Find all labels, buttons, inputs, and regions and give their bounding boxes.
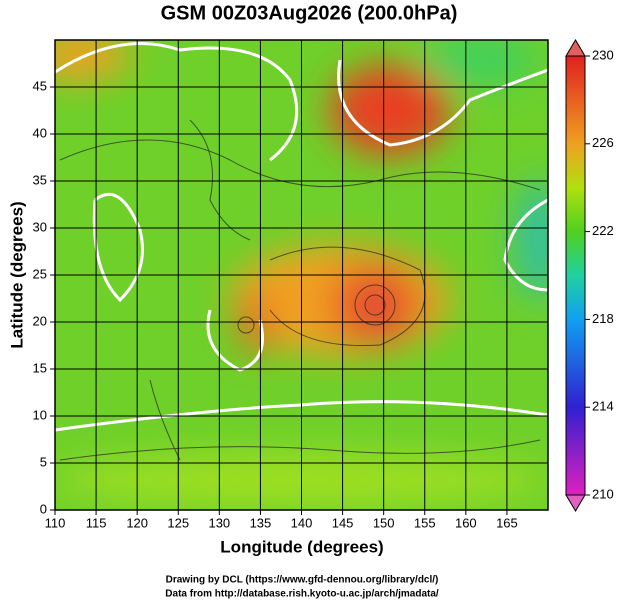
colorbar-ticks: 210 214 218 222 226 230 xyxy=(585,47,614,501)
colorbar-tick-label: 218 xyxy=(592,311,614,326)
y-tick-label: 25 xyxy=(33,266,47,281)
x-tick-label: 155 xyxy=(414,515,436,530)
y-tick-label: 10 xyxy=(33,407,47,422)
x-tick-label: 130 xyxy=(208,515,230,530)
y-tick-label: 0 xyxy=(40,501,47,516)
y-tick-label: 20 xyxy=(33,313,47,328)
x-tick-label: 115 xyxy=(86,515,107,530)
colorbar-tick-label: 214 xyxy=(592,399,614,414)
map-title: GSM 00Z03Aug2026 (200.0hPa) xyxy=(161,2,458,24)
x-tick-label: 150 xyxy=(373,515,395,530)
colorbar-max-arrow xyxy=(565,39,586,57)
x-tick-label: 165 xyxy=(496,515,518,530)
field xyxy=(55,40,548,510)
y-tick-label: 30 xyxy=(33,219,47,234)
colorbar-min-arrow xyxy=(565,494,586,512)
colorbar-tick-label: 222 xyxy=(592,223,614,238)
y-tick-label: 15 xyxy=(33,360,47,375)
x-tick-label: 160 xyxy=(455,515,477,530)
x-tick-label: 145 xyxy=(332,515,354,530)
x-tick-label: 110 xyxy=(45,515,66,530)
colorbar-tick-label: 210 xyxy=(592,486,614,501)
x-tick-label: 135 xyxy=(250,515,272,530)
y-tick-label: 40 xyxy=(33,125,47,140)
y-tick-label: 35 xyxy=(33,172,47,187)
y-tick-label: 5 xyxy=(40,454,47,469)
x-tick-label: 120 xyxy=(126,515,148,530)
plot-frame xyxy=(54,39,549,511)
colorbar xyxy=(565,55,586,496)
y-tick-label: 45 xyxy=(33,78,47,93)
colorbar-tick-label: 230 xyxy=(592,47,614,62)
credit-line: Data from http://database.rish.kyoto-u.a… xyxy=(165,589,439,600)
credit-line: Drawing by DCL (https://www.gfd-dennou.o… xyxy=(166,575,439,586)
x-tick-label: 140 xyxy=(291,515,313,530)
x-tick-label: 125 xyxy=(167,515,189,530)
colorbar-tick-label: 226 xyxy=(592,135,614,150)
x-axis-label: Longitude (degrees) xyxy=(220,537,383,556)
y-axis-label: Latitude (degrees) xyxy=(7,201,26,348)
